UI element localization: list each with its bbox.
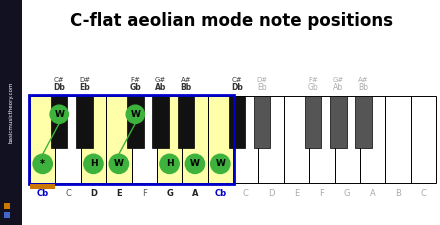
Bar xyxy=(411,96,436,183)
Bar xyxy=(330,96,347,148)
Text: W: W xyxy=(215,159,225,168)
Bar xyxy=(182,96,208,183)
Bar xyxy=(304,96,321,148)
Bar xyxy=(106,96,132,183)
Text: H: H xyxy=(90,159,97,168)
Text: Cb: Cb xyxy=(37,189,49,198)
Text: G: G xyxy=(166,189,173,198)
Bar xyxy=(30,96,55,183)
Bar xyxy=(4,212,10,218)
Bar xyxy=(81,96,106,183)
Bar xyxy=(132,96,157,183)
Text: F: F xyxy=(319,189,324,198)
Bar xyxy=(360,96,385,183)
Text: Gb: Gb xyxy=(308,83,318,92)
Circle shape xyxy=(185,154,205,173)
Bar xyxy=(51,96,67,148)
Text: A#: A# xyxy=(181,77,191,83)
Text: D: D xyxy=(90,189,97,198)
Bar xyxy=(55,96,81,183)
Bar xyxy=(334,96,360,183)
Text: D#: D# xyxy=(79,77,90,83)
Text: A#: A# xyxy=(358,77,369,83)
Text: Db: Db xyxy=(231,83,243,92)
Circle shape xyxy=(160,154,179,173)
Text: W: W xyxy=(54,110,64,119)
Text: W: W xyxy=(130,110,140,119)
Text: W: W xyxy=(190,159,200,168)
Text: D#: D# xyxy=(257,77,268,83)
Bar xyxy=(76,96,93,148)
Bar xyxy=(208,96,233,183)
Bar xyxy=(356,96,372,148)
Bar xyxy=(29,95,234,184)
Bar xyxy=(127,96,143,148)
Text: W: W xyxy=(114,159,124,168)
Text: Bb: Bb xyxy=(359,83,369,92)
Bar xyxy=(178,96,194,148)
Text: Cb: Cb xyxy=(214,189,226,198)
Text: C-flat aeolian mode note positions: C-flat aeolian mode note positions xyxy=(70,12,392,30)
Text: G#: G# xyxy=(155,77,166,83)
Text: E: E xyxy=(294,189,299,198)
Bar xyxy=(233,96,258,183)
Text: A: A xyxy=(370,189,375,198)
Text: *: * xyxy=(40,159,45,169)
Text: G#: G# xyxy=(333,77,344,83)
Text: basicmusictheory.com: basicmusictheory.com xyxy=(8,82,14,143)
Circle shape xyxy=(211,154,230,173)
Circle shape xyxy=(109,154,128,173)
Text: Eb: Eb xyxy=(257,83,267,92)
Circle shape xyxy=(33,154,52,173)
Text: C: C xyxy=(65,189,71,198)
Text: Bb: Bb xyxy=(180,83,192,92)
Text: F#: F# xyxy=(308,77,318,83)
Text: Gb: Gb xyxy=(129,83,141,92)
Text: Eb: Eb xyxy=(79,83,90,92)
Text: F: F xyxy=(142,189,147,198)
Text: C#: C# xyxy=(54,77,65,83)
Bar xyxy=(4,203,10,209)
Text: B: B xyxy=(395,189,401,198)
Bar xyxy=(254,96,271,148)
Circle shape xyxy=(126,105,144,123)
Bar xyxy=(152,96,169,148)
Text: Ab: Ab xyxy=(333,83,343,92)
Bar xyxy=(0,0,22,225)
Bar xyxy=(258,96,284,183)
Text: Db: Db xyxy=(53,83,65,92)
Text: C: C xyxy=(420,189,426,198)
Bar xyxy=(30,184,55,189)
Circle shape xyxy=(50,105,68,123)
Bar xyxy=(284,96,309,183)
Bar xyxy=(157,96,182,183)
Text: D: D xyxy=(268,189,274,198)
Text: H: H xyxy=(166,159,173,168)
Bar xyxy=(385,96,411,183)
Text: F#: F# xyxy=(130,77,140,83)
Text: G: G xyxy=(344,189,350,198)
Bar xyxy=(309,96,334,183)
Circle shape xyxy=(84,154,103,173)
Text: C#: C# xyxy=(231,77,242,83)
Bar xyxy=(228,96,245,148)
Text: A: A xyxy=(192,189,198,198)
Text: E: E xyxy=(116,189,121,198)
Text: C: C xyxy=(243,189,249,198)
Text: Ab: Ab xyxy=(155,83,166,92)
